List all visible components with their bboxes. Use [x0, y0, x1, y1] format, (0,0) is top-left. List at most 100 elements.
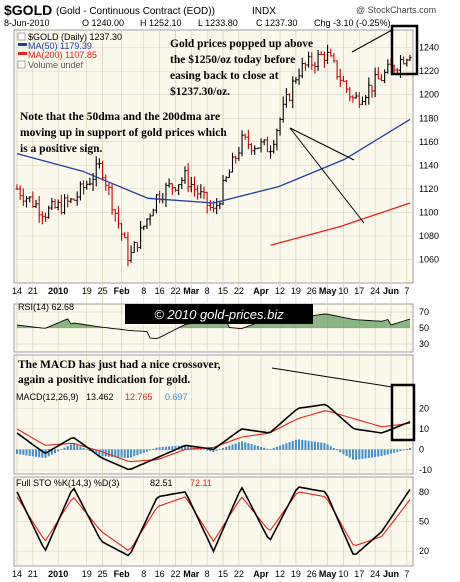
price-bar [291, 76, 295, 109]
macd-hist-bar [405, 448, 408, 450]
macd-hist-bar [253, 445, 256, 450]
price-bar [94, 156, 98, 187]
x-tick-label-top: 22 [234, 286, 244, 296]
price-bar [170, 183, 174, 195]
x-tick-label-bottom: May [319, 569, 337, 579]
price-bar [192, 176, 196, 197]
macd-hist-bar [355, 449, 358, 460]
macd-hist-bar [149, 449, 152, 451]
price-bar [97, 158, 101, 169]
ohlc-close: C 1237.30 [256, 18, 298, 28]
price-bar [107, 183, 111, 196]
price-bar [313, 61, 317, 74]
legend-volume: Volume undef [28, 60, 84, 70]
price-bar [240, 130, 244, 157]
macd-hist-bar [320, 442, 323, 450]
macd-hist-bar [326, 444, 329, 450]
price-bar [348, 87, 352, 102]
price-bar [379, 73, 383, 82]
sto-legend: Full STO %K(14,3) %D(3) 82.51 72.11 [16, 478, 212, 488]
macd-hist-bar [222, 447, 225, 450]
ohlc-high: H 1252.10 [140, 18, 182, 28]
x-tick-label-top: 7 [404, 286, 409, 296]
price-bar [199, 184, 203, 199]
price-bar [88, 177, 92, 186]
price-bar [129, 245, 133, 263]
price-bar [383, 69, 387, 84]
price-bar [326, 44, 330, 65]
y-tick-label: -10 [419, 465, 432, 475]
x-tick-label-bottom: 19 [82, 569, 92, 579]
macd-hist-bar [206, 449, 209, 451]
ma-note: Note that the 50dma and the 200dma are m… [20, 111, 227, 155]
macd-hist-bar [260, 446, 263, 450]
x-tick-label-top: 15 [218, 286, 228, 296]
y-tick-label: 1160 [419, 137, 438, 147]
price-bar [78, 181, 82, 201]
price-legend: $GOLD (Daily) 1237.30 MA(50) 1179.39 MA(… [17, 32, 122, 70]
ma-note-line: Note that the 50dma and the 200dma are [20, 111, 220, 123]
price-bar [265, 136, 269, 153]
price-bar [253, 145, 257, 155]
macd-callout-box [390, 383, 416, 442]
price-bar [66, 194, 70, 208]
macd-hist-bar [317, 442, 320, 450]
price-bar [34, 199, 38, 208]
macd-hist-bar [231, 444, 234, 450]
macd-hist-bar [250, 444, 253, 450]
symbol-title: $GOLD [4, 2, 52, 18]
y-tick-label: 1080 [419, 231, 439, 241]
macd-legend: MACD(12,26,9) 13.462 12.765 0.697 [16, 392, 188, 402]
x-tick-label-bottom: Feb [114, 569, 131, 579]
price-bar [101, 160, 105, 181]
ma50-arrow [289, 127, 355, 161]
copyright-banner-bg [125, 304, 313, 324]
macd-hist-bar [228, 445, 231, 450]
x-tick-label-top: 19 [291, 286, 301, 296]
price-bar [123, 231, 127, 239]
x-tick-label-top: Mar [183, 286, 200, 296]
price-bar [224, 176, 228, 183]
price-bar [231, 152, 235, 173]
macd-hist-bar [145, 449, 148, 452]
macd-hist-bar [237, 442, 240, 450]
x-tick-label-bottom: 16 [155, 569, 165, 579]
price-bar [50, 197, 54, 210]
x-tick-label-top: 17 [354, 286, 364, 296]
y-tick-label: 10 [419, 424, 429, 434]
macd-hist-bar [241, 441, 244, 450]
price-bar [275, 128, 279, 151]
x-tick-label-top: May [319, 286, 337, 296]
macd-hist-bar [190, 446, 193, 450]
y-tick-label: 1240 [419, 43, 439, 53]
ma200-line [270, 202, 411, 246]
macd-hist-bar [288, 442, 291, 450]
price-bar [180, 177, 184, 190]
y-tick-label: 0 [419, 444, 424, 454]
macd-hist-bar [367, 449, 370, 458]
macd-hist-bar [38, 449, 41, 458]
price-bar [405, 58, 409, 67]
price-bar [167, 178, 171, 188]
ma-note-line: is a positive sign. [20, 143, 103, 155]
macd-hist-bar [120, 449, 123, 458]
price-bar [373, 67, 377, 98]
x-tick-label-bottom: 22 [234, 569, 244, 579]
y-tick-label: 1180 [419, 113, 438, 123]
price-bar [120, 222, 124, 241]
x-tick-label-top: Jun [383, 286, 399, 296]
price-bar [25, 195, 29, 208]
price-bar [154, 194, 158, 214]
macd-hist-bar [183, 445, 186, 450]
price-bar [360, 96, 364, 106]
price-bar [59, 194, 63, 215]
price-bar [31, 191, 35, 208]
price-bar [237, 146, 241, 161]
price-bar [262, 139, 266, 146]
x-tick-label-bottom: 22 [170, 569, 180, 579]
macd-hist-bar [215, 449, 218, 451]
macd-hist-bar [291, 440, 294, 450]
price-bar [139, 220, 143, 249]
price-callout-box [390, 24, 419, 76]
price-bar [246, 129, 250, 150]
